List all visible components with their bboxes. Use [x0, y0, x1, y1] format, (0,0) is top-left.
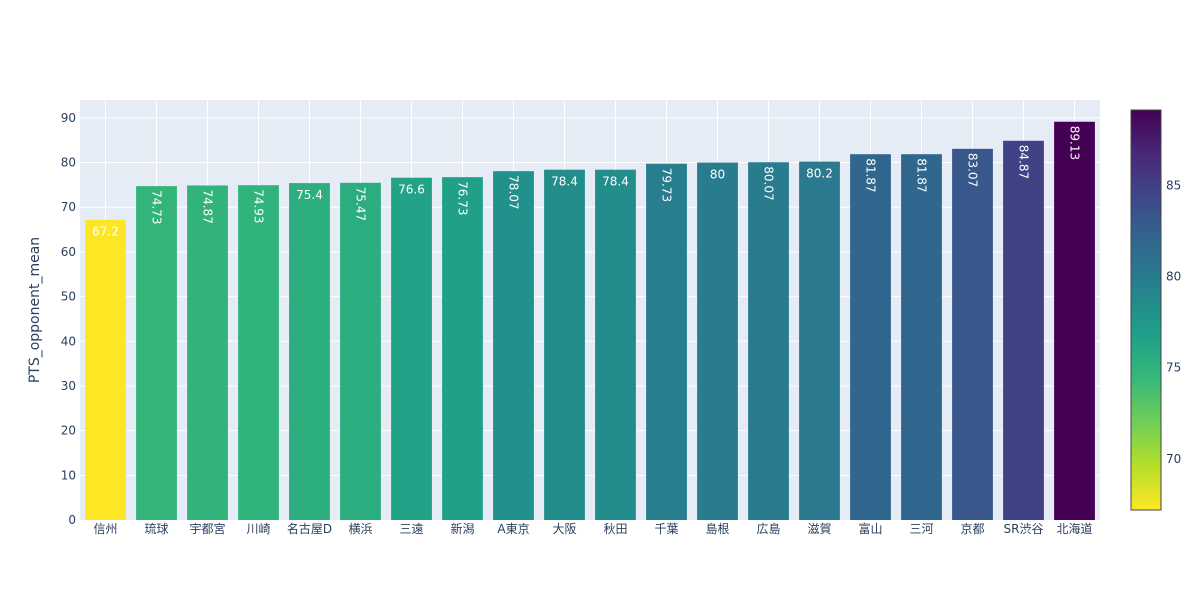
colorbar: 70 75 80 85 — [1130, 109, 1181, 511]
y-tick-label: 30 — [61, 379, 76, 393]
bar-value-label: 76.73 — [456, 181, 470, 215]
y-tick-label: 10 — [61, 468, 76, 482]
y-tick-label: 40 — [61, 334, 76, 348]
x-tick-label: 秋田 — [603, 522, 627, 536]
bar-value-label: 78.4 — [551, 175, 578, 189]
bar — [595, 169, 636, 520]
bar — [646, 163, 687, 520]
bar-value-label: 75.4 — [296, 188, 323, 202]
bar — [442, 177, 483, 521]
y-tick-label: 70 — [61, 200, 76, 214]
bar-value-labels: 67.2 74.73 74.87 74.93 75.4 75.47 76.6 76.73 78.… — [92, 126, 1081, 239]
bar — [391, 177, 432, 520]
bar-value-label: 74.87 — [201, 189, 215, 223]
y-axis-ticks: 0 10 20 30 40 50 60 70 80 90 — [61, 111, 76, 527]
bar — [85, 219, 126, 520]
bar-value-label: 80.07 — [762, 166, 776, 200]
bar-value-label: 84.87 — [1017, 145, 1031, 179]
bar — [850, 154, 891, 520]
bar-value-label: 78.4 — [602, 175, 629, 189]
x-tick-label: 滋賀 — [807, 522, 831, 536]
bar-value-label: 78.07 — [507, 175, 521, 209]
bar — [238, 185, 279, 520]
y-tick-label: 90 — [61, 111, 76, 125]
bar-value-label: 74.73 — [150, 190, 164, 224]
bar-value-label: 81.87 — [915, 158, 929, 192]
bar — [748, 162, 789, 521]
bars — [85, 121, 1095, 521]
x-tick-label: 富山 — [858, 521, 882, 536]
x-tick-label: 宇都宮 — [189, 521, 225, 536]
colorbar-tick-label: 75 — [1166, 361, 1181, 375]
y-tick-label: 80 — [61, 156, 76, 170]
bar — [1003, 140, 1044, 520]
x-tick-label: 京都 — [960, 522, 984, 536]
x-tick-label: 名古屋D — [287, 521, 332, 536]
x-tick-label: 三河 — [909, 522, 933, 536]
bar — [544, 169, 585, 520]
y-tick-label: 60 — [61, 245, 76, 259]
colorbar-gradient — [1130, 109, 1162, 511]
bar-value-label: 79.73 — [660, 168, 674, 202]
bar-value-label: 75.47 — [354, 187, 368, 221]
bar-value-label: 74.93 — [252, 189, 266, 223]
x-tick-label: 琉球 — [144, 522, 168, 536]
y-tick-label: 20 — [61, 424, 76, 438]
x-tick-label: 大阪 — [552, 522, 576, 536]
colorbar-tick-label: 85 — [1166, 178, 1181, 192]
x-tick-label: 新潟 — [450, 521, 474, 536]
colorbar-tick-label: 80 — [1166, 270, 1181, 284]
y-tick-label: 0 — [68, 513, 76, 527]
bar — [289, 183, 330, 520]
x-tick-label: 千葉 — [654, 522, 678, 536]
bar-value-label: 80 — [710, 168, 725, 182]
bar — [799, 161, 840, 520]
x-tick-label: 川崎 — [246, 522, 270, 536]
bar — [901, 154, 942, 520]
bar — [136, 186, 177, 520]
colorbar-ticks: 70 75 80 85 — [1166, 178, 1181, 466]
bar-value-label: 76.6 — [398, 183, 425, 197]
x-tick-label: 三遠 — [399, 522, 423, 536]
bar-value-label: 67.2 — [92, 225, 119, 239]
bar-value-label: 83.07 — [966, 153, 980, 187]
bar — [952, 148, 993, 520]
bar-value-label: 81.87 — [864, 158, 878, 192]
bar — [340, 182, 381, 520]
x-tick-label: 島根 — [705, 521, 729, 536]
x-tick-label: A東京 — [497, 522, 529, 536]
y-axis-label: PTS_opponent_mean — [27, 237, 43, 383]
bar — [1054, 121, 1095, 520]
x-tick-label: 信州 — [93, 522, 117, 536]
bar — [187, 185, 228, 520]
bar-value-label: 80.2 — [806, 167, 833, 181]
bar — [493, 171, 534, 521]
colorbar-tick-label: 70 — [1166, 452, 1181, 466]
y-tick-label: 50 — [61, 290, 76, 304]
x-tick-label: SR渋谷 — [1004, 522, 1044, 536]
x-tick-label: 北海道 — [1056, 521, 1092, 536]
x-axis-ticks: 信州 琉球 宇都宮 川崎 名古屋D 横浜 三遠 新潟 A東京 大阪 秋田 千葉 島根 広島 滋賀 富山 三河 京都… — [93, 521, 1092, 536]
bar-value-label: 89.13 — [1068, 126, 1082, 160]
bar — [697, 162, 738, 520]
x-tick-label: 広島 — [756, 521, 780, 536]
x-tick-label: 横浜 — [348, 522, 372, 536]
